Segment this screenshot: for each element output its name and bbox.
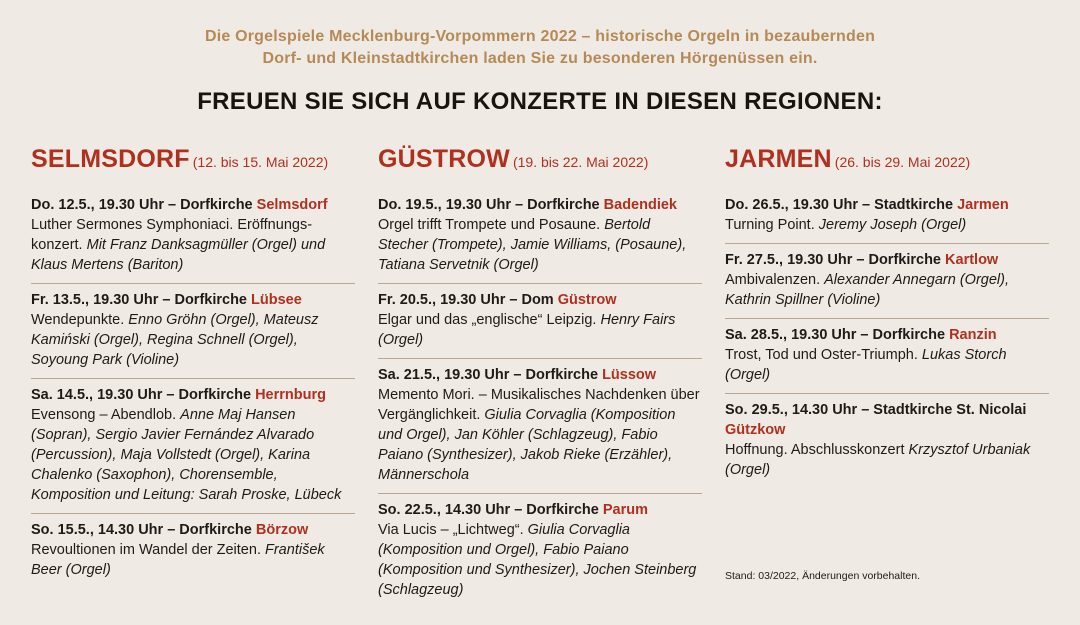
event-description: Orgel trifft Trompete und Posaune. Berto… <box>378 215 702 275</box>
event-program: Memento Mori. – Musikalisches Nachdenken… <box>378 387 700 423</box>
event-description: Wendepunkte. Enno Gröhn (Orgel), Mateusz… <box>31 310 355 370</box>
event-venue: Lübsee <box>251 292 302 308</box>
event-program: Hoffnung. Abschlusskonzert <box>725 442 909 458</box>
region-heading: GÜSTROW (19. bis 22. Mai 2022) <box>378 145 702 179</box>
event-item: So. 29.5., 14.30 Uhr – Stadtkirche St. N… <box>725 394 1049 488</box>
event-venue: Herrnburg <box>255 387 326 403</box>
event-program: Via Lucis – „Lichtweg“. <box>378 522 528 538</box>
event-list: Do. 19.5., 19.30 Uhr – Dorfkirche Badend… <box>378 195 702 608</box>
event-performers: Anne Maj Hansen (Sopran), Sergio Javier … <box>31 407 342 503</box>
event-description: Hoffnung. Abschlusskonzert Krzysztof Urb… <box>725 440 1049 480</box>
event-description: Luther Sermones Symphoniaci. Eröffnungs-… <box>31 215 355 275</box>
region-name: GÜSTROW <box>378 145 510 173</box>
event-item: Do. 26.5., 19.30 Uhr – Stadtkirche Jarme… <box>725 195 1049 244</box>
event-item: Do. 12.5., 19.30 Uhr – Dorfkirche Selmsd… <box>31 195 355 284</box>
event-datetime: So. 15.5., 14.30 Uhr – Dorfkirche Börzow <box>31 522 309 538</box>
event-program: Elgar und das „englische“ Leipzig. <box>378 312 601 328</box>
event-venue: Börzow <box>255 522 309 538</box>
event-performers: Lukas Storch (Orgel) <box>725 347 1007 383</box>
region-heading: JARMEN (26. bis 29. Mai 2022) <box>725 145 1049 179</box>
event-program: Wendepunkte. <box>31 312 129 328</box>
event-item: Sa. 21.5., 19.30 Uhr – Dorfkirche Lüssow… <box>378 359 702 494</box>
event-datetime: Sa. 28.5., 19.30 Uhr – Dorfkirche Ranzin <box>725 327 997 343</box>
event-description: Ambivalenzen. Alexander Annegarn (Orgel)… <box>725 270 1049 310</box>
event-datetime: Sa. 21.5., 19.30 Uhr – Dorfkirche Lüssow <box>378 367 657 383</box>
event-item: Sa. 14.5., 19.30 Uhr – Dorfkirche Herrnb… <box>31 379 355 514</box>
event-datetime: Fr. 27.5., 19.30 Uhr – Dorfkirche Kartlo… <box>725 252 999 268</box>
region-column-jarmen: JARMEN (26. bis 29. Mai 2022) Do. 26.5., … <box>725 145 1049 488</box>
event-description: Turning Point. Jeremy Joseph (Orgel) <box>725 215 1049 235</box>
event-datetime: Do. 12.5., 19.30 Uhr – Dorfkirche Selmsd… <box>31 197 328 213</box>
event-description: Trost, Tod und Oster-Triumph. Lukas Stor… <box>725 345 1049 385</box>
event-venue: Ranzin <box>949 327 997 343</box>
event-datetime: Fr. 13.5., 19.30 Uhr – Dorfkirche Lübsee <box>31 292 302 308</box>
event-program: Evensong – Abendlob. <box>31 407 181 423</box>
event-datetime: So. 29.5., 14.30 Uhr – Stadtkirche St. N… <box>725 402 1027 438</box>
region-dates: (26. bis 29. Mai 2022) <box>834 154 971 170</box>
page-title: FREUEN SIE SICH AUF KONZERTE IN DIESEN R… <box>197 88 883 115</box>
event-performers: Henry Fairs (Orgel) <box>378 312 676 348</box>
intro-text: Die Orgelspiele Mecklenburg-Vorpommern 2… <box>0 26 1080 70</box>
event-description: Via Lucis – „Lichtweg“. Giulia Corvaglia… <box>378 520 702 600</box>
event-item: Do. 19.5., 19.30 Uhr – Dorfkirche Badend… <box>378 195 702 284</box>
event-performers: Giulia Corvaglia (Komposition und Orgel)… <box>378 522 697 598</box>
event-datetime: So. 22.5., 14.30 Uhr – Dorfkirche Parum <box>378 502 648 518</box>
event-item: Fr. 27.5., 19.30 Uhr – Dorfkirche Kartlo… <box>725 244 1049 319</box>
event-venue: Lüssow <box>602 367 657 383</box>
event-performers: Krzysztof Urbaniak (Orgel) <box>725 442 1031 478</box>
event-performers: František Beer (Orgel) <box>31 542 325 578</box>
event-datetime: Do. 26.5., 19.30 Uhr – Stadtkirche Jarme… <box>725 197 1009 213</box>
event-datetime: Sa. 14.5., 19.30 Uhr – Dorfkirche Herrnb… <box>31 387 326 403</box>
region-column-guestrow: GÜSTROW (19. bis 22. Mai 2022) Do. 19.5.,… <box>378 145 702 608</box>
event-venue: Kartlow <box>945 252 999 268</box>
event-performers: Enno Gröhn (Orgel), Mateusz Kamiński (Or… <box>31 312 319 368</box>
event-program: Orgel trifft Trompete und Posaune. <box>378 217 605 233</box>
region-dates: (19. bis 22. Mai 2022) <box>512 154 649 170</box>
region-heading: SELMSDORF (12. bis 15. Mai 2022) <box>31 145 355 179</box>
event-item: So. 15.5., 14.30 Uhr – Dorfkirche Börzow… <box>31 514 355 588</box>
event-item: So. 22.5., 14.30 Uhr – Dorfkirche Parum … <box>378 494 702 608</box>
event-description: Elgar und das „englische“ Leipzig. Henry… <box>378 310 702 350</box>
event-performers: Jeremy Joseph (Orgel) <box>818 217 967 233</box>
intro-line-1: Die Orgelspiele Mecklenburg-Vorpommern 2… <box>204 28 876 45</box>
footnote: Stand: 03/2022, Änderungen vorbehalten. <box>725 570 920 582</box>
event-datetime: Do. 19.5., 19.30 Uhr – Dorfkirche Badend… <box>378 197 677 213</box>
event-list: Do. 26.5., 19.30 Uhr – Stadtkirche Jarme… <box>725 195 1049 488</box>
event-performers: Bertold Stecher (Trompete), Jamie Willia… <box>378 217 687 273</box>
event-program: Trost, Tod und Oster-Triumph. <box>725 347 922 363</box>
event-item: Fr. 20.5., 19.30 Uhr – Dom Güstrow Elgar… <box>378 284 702 359</box>
region-column-selmsdorf: SELMSDORF (12. bis 15. Mai 2022) Do. 12.5… <box>31 145 355 588</box>
intro-line-2: Dorf- und Kleinstadtkirchen laden Sie zu… <box>262 50 818 67</box>
event-program: Ambivalenzen. <box>725 272 825 288</box>
event-venue: Parum <box>602 502 648 518</box>
event-program: Revoultionen im Wandel der Zeiten. <box>31 542 265 558</box>
event-performers: Giulia Corvaglia (Komposition und Orgel)… <box>378 407 676 483</box>
event-item: Sa. 28.5., 19.30 Uhr – Dorfkirche Ranzin… <box>725 319 1049 394</box>
event-venue: Selmsdorf <box>256 197 328 213</box>
event-program: Turning Point. <box>725 217 819 233</box>
event-datetime: Fr. 20.5., 19.30 Uhr – Dom Güstrow <box>378 292 617 308</box>
event-program: Luther Sermones Symphoniaci. Eröffnungs-… <box>31 217 313 253</box>
event-list: Do. 12.5., 19.30 Uhr – Dorfkirche Selmsd… <box>31 195 355 588</box>
event-description: Memento Mori. – Musikalisches Nachdenken… <box>378 385 702 485</box>
event-performers: Alexander Annegarn (Orgel), Kathrin Spil… <box>725 272 1009 308</box>
region-name: JARMEN <box>725 145 832 173</box>
event-venue: Badendiek <box>603 197 677 213</box>
event-performers: Mit Franz Danksagmüller (Orgel) und Klau… <box>31 237 326 273</box>
region-name: SELMSDORF <box>31 145 190 173</box>
event-description: Revoultionen im Wandel der Zeiten. Frant… <box>31 540 355 580</box>
event-item: Fr. 13.5., 19.30 Uhr – Dorfkirche Lübsee… <box>31 284 355 379</box>
event-venue: Jarmen <box>957 197 1009 213</box>
event-venue: Gützkow <box>725 422 786 438</box>
event-description: Evensong – Abendlob. Anne Maj Hansen (So… <box>31 405 355 505</box>
region-dates: (12. bis 15. Mai 2022) <box>192 154 329 170</box>
event-venue: Güstrow <box>557 292 617 308</box>
